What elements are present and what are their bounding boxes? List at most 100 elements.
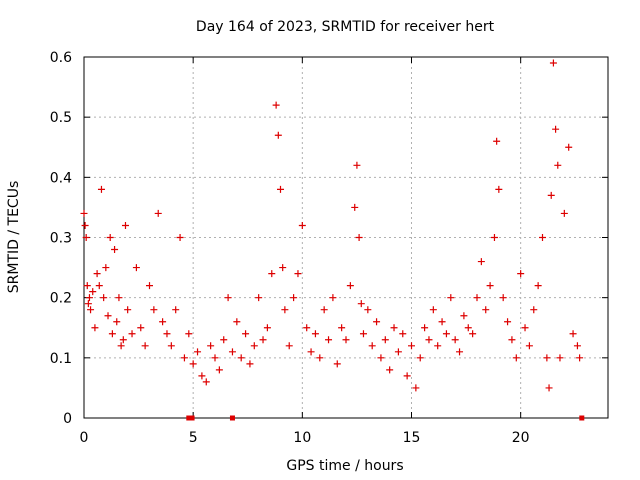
data-point [521,324,529,332]
data-point [97,185,105,193]
y-tick-label: 0.2 [50,291,72,307]
data-point [154,209,162,217]
data-point [146,282,153,290]
data-point [87,306,95,314]
data-point [534,282,542,290]
data-point [456,348,464,356]
data-point [215,366,223,374]
data-point [263,324,271,332]
data-point [381,336,389,344]
data-point [390,324,398,332]
data-point [113,318,121,326]
data-point [163,330,171,338]
data-point [82,234,90,241]
data-point [220,336,228,344]
data-point [176,234,184,241]
data-point [84,300,92,308]
data-point [346,282,354,290]
y-tick-label: 0.4 [50,170,72,186]
data-point [277,185,284,193]
data-point [311,330,319,338]
x-tick-label: 10 [293,430,311,446]
data-point [333,360,341,368]
data-point [108,330,116,338]
y-axis-label: SRMTID / TECUs [6,181,22,294]
data-point [89,288,97,296]
y-tick-label: 0.3 [50,231,72,247]
data-point [242,330,250,338]
data-point [525,342,533,350]
data-point [399,330,407,338]
data-point [115,294,123,302]
data-point [359,330,367,338]
data-point [545,384,553,392]
data-point [128,330,136,338]
data-point [576,354,584,362]
data-point [530,306,538,314]
data-point [460,312,468,320]
data-point [377,354,385,362]
grid-lines [84,57,608,418]
data-point [434,342,442,350]
data-point [211,354,219,362]
data-point [364,306,372,314]
data-point [486,282,494,290]
data-point [202,378,210,386]
data-point [224,294,232,302]
data-point [556,354,564,362]
data-point [121,221,129,229]
data-point [294,270,302,278]
data-point [207,342,215,350]
data-point [368,342,376,350]
data-point [495,185,503,193]
data-point [124,306,132,314]
data-point [194,348,202,356]
data-point [482,306,490,314]
data-point [504,318,512,326]
data-point [117,342,125,350]
data-point [272,101,280,109]
data-point [185,330,193,338]
data-point [180,354,188,362]
data-point [342,336,350,344]
data-point [111,246,119,254]
data-point [159,318,167,326]
data-point [172,306,180,314]
data-point [543,354,551,362]
data-point [303,324,311,332]
data-point [425,336,433,344]
data-point [189,360,197,368]
data-point [394,348,402,356]
x-tick-label: 15 [403,430,421,446]
data-points [80,59,585,421]
zero-marker [229,415,235,421]
data-point [549,59,557,67]
data-point [539,234,546,241]
data-point [573,342,581,350]
zero-marker [186,415,192,421]
data-point [438,318,446,326]
data-point [508,336,516,344]
data-point [320,306,328,314]
data-point [80,209,88,217]
data-point [499,294,507,302]
data-point [464,324,472,332]
data-point [93,270,101,278]
data-point [281,306,289,314]
x-axis-label: GPS time / hours [286,458,403,474]
data-point [268,270,276,278]
y-tick-label: 0.1 [50,351,72,367]
data-point [493,137,501,145]
data-point [85,294,93,302]
data-point [279,264,287,272]
data-point [104,312,112,320]
data-point [290,294,298,302]
data-point [81,221,89,229]
x-tick-label: 20 [512,430,530,446]
data-point [386,366,394,374]
data-point [198,372,206,380]
x-tick-label: 5 [189,430,198,446]
data-point [429,306,437,314]
data-point [517,270,525,278]
